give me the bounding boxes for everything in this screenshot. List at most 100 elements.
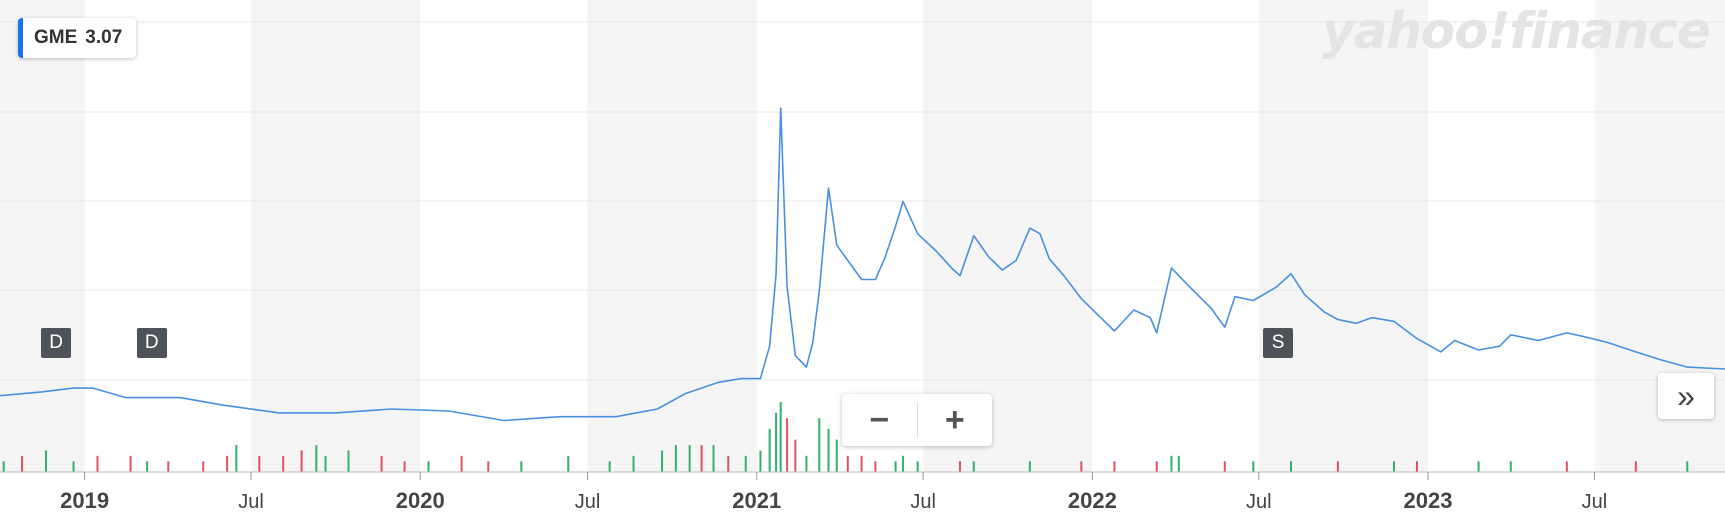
volume-bar	[1170, 455, 1173, 472]
volume-bar	[167, 461, 170, 472]
ticker-symbol: GME	[34, 27, 78, 48]
x-tick-label: Jul	[1582, 491, 1608, 513]
volume-bar	[846, 455, 849, 472]
volume-bar	[487, 461, 490, 472]
time-band	[0, 0, 85, 472]
volume-bar	[1477, 461, 1480, 472]
volume-bar	[567, 455, 570, 472]
volume-bar	[427, 461, 430, 472]
volume-bar	[1565, 461, 1568, 472]
volume-bar	[901, 455, 904, 472]
alt-bands	[0, 0, 1725, 472]
volume-bar	[1392, 461, 1395, 472]
volume-bar	[1415, 461, 1418, 472]
volume-bar	[661, 450, 664, 472]
x-tick-label: 2020	[396, 488, 445, 513]
split-marker[interactable]: S	[1263, 328, 1294, 358]
volume-bar	[632, 455, 635, 472]
volume-bar	[727, 455, 730, 472]
volume-bar	[700, 445, 703, 472]
volume-bar	[1252, 461, 1255, 472]
volume-bar	[775, 412, 778, 472]
volume-bar	[258, 455, 261, 472]
volume-bar	[894, 461, 897, 472]
volume-bar	[1634, 461, 1637, 472]
zoom-divider	[916, 402, 918, 438]
volume-bar	[324, 455, 327, 472]
volume-bar	[786, 418, 789, 472]
ticker-price: 3.07	[85, 27, 123, 48]
volume-bar	[1223, 461, 1226, 472]
x-tick-label: 2021	[732, 488, 781, 513]
volume-bar	[1080, 461, 1083, 472]
volume-bar	[347, 450, 350, 472]
time-band	[923, 0, 1093, 472]
price-series	[0, 107, 1725, 422]
time-band	[1258, 0, 1428, 472]
x-tick-label: 2022	[1068, 488, 1117, 513]
x-tick-label: Jul	[910, 491, 936, 513]
dividend-marker[interactable]: D	[41, 328, 72, 358]
volume-bar	[972, 461, 975, 472]
volume-bar	[1028, 461, 1031, 472]
zoom-out-button[interactable]: −	[869, 400, 890, 439]
volume-bar	[1686, 461, 1689, 472]
volume-bar	[21, 455, 24, 472]
volume-bar	[72, 461, 75, 472]
scroll-forward-button[interactable]: »	[1658, 373, 1714, 419]
x-tick-label: Jul	[575, 491, 601, 513]
volume-bar	[794, 439, 797, 472]
volume-bars	[2, 402, 1689, 472]
time-band	[587, 0, 757, 472]
volume-bar	[1155, 461, 1158, 472]
volume-bar	[958, 461, 961, 472]
price-line	[0, 107, 1725, 422]
volume-bar	[1113, 461, 1116, 472]
volume-bar	[2, 461, 5, 472]
volume-bar	[688, 445, 691, 472]
volume-bar	[874, 461, 877, 472]
dividend-marker[interactable]: D	[136, 328, 167, 358]
volume-bar	[44, 450, 47, 472]
volume-bar	[818, 418, 821, 472]
x-axis: 2019 Jul 2020 Jul 2021 Jul 2022 Jul 2023 Jul	[0, 471, 1725, 513]
volume-bar	[608, 461, 611, 472]
volume-bar	[380, 455, 383, 472]
volume-bar	[835, 439, 838, 472]
volume-bar	[520, 461, 523, 472]
x-tick-label: 2019	[60, 488, 109, 513]
volume-bar	[226, 455, 229, 472]
x-tick-label: Jul	[1246, 491, 1272, 513]
ticker-badge[interactable]: GME 3.07	[18, 18, 137, 58]
volume-bar	[744, 455, 747, 472]
volume-bar	[768, 428, 771, 472]
volume-bar	[1509, 461, 1512, 472]
volume-bar	[96, 455, 99, 472]
volume-bar	[860, 455, 863, 472]
volume-bar	[202, 461, 205, 472]
volume-bar	[403, 461, 406, 472]
volume-bar	[300, 450, 303, 472]
volume-bar	[1336, 461, 1339, 472]
time-band	[251, 0, 421, 472]
volume-bar	[674, 445, 677, 472]
volume-bar	[1177, 455, 1180, 472]
volume-bar	[282, 455, 285, 472]
volume-bar	[827, 428, 830, 472]
volume-bar	[916, 461, 919, 472]
volume-bar	[146, 461, 149, 472]
zoom-controls: − +	[842, 394, 992, 446]
volume-bar	[805, 455, 808, 472]
volume-bar	[315, 445, 318, 472]
volume-bar	[712, 445, 715, 472]
zoom-in-button[interactable]: +	[944, 400, 965, 439]
volume-bar	[1289, 461, 1292, 472]
volume-bar	[759, 450, 762, 472]
grid-lines	[0, 21, 1725, 381]
volume-bar	[460, 455, 463, 472]
volume-bar	[129, 455, 132, 472]
volume-bar	[779, 402, 782, 472]
x-tick-label: Jul	[238, 491, 264, 513]
